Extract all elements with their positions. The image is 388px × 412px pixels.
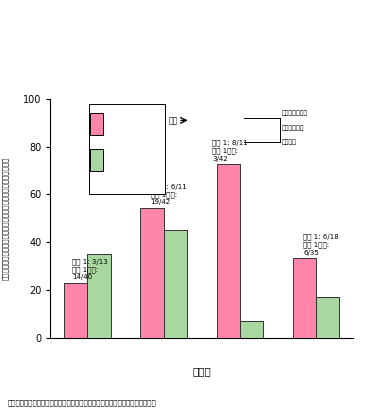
Bar xyxy=(64,283,87,338)
Bar xyxy=(293,258,316,338)
Bar xyxy=(90,113,103,135)
Text: 注）: 注） xyxy=(168,116,177,125)
Bar xyxy=(217,164,240,338)
Text: 底質条件区間に集中した記録回数の観測回数に対する割合（％）: 底質条件区間に集中した記録回数の観測回数に対する割合（％） xyxy=(2,157,9,280)
Text: （2，3，4一括）: （2，3，4一括） xyxy=(106,170,145,176)
Bar xyxy=(90,149,103,171)
Text: 集中した回数: 集中した回数 xyxy=(282,125,305,131)
Text: 注）流れの違いなどによる影響を受けたため、領域１と領域１以外を区別した: 注）流れの違いなどによる影響を受けたため、領域１と領域１以外を区別した xyxy=(8,399,156,406)
Text: ＜流速 平均 6.8cm/s＞: ＜流速 平均 6.8cm/s＞ xyxy=(106,134,164,140)
Text: 領域 1: 3/13
領域 1以外:
14/40: 領域 1: 3/13 領域 1以外: 14/40 xyxy=(72,258,108,280)
Text: 領域 1: 8/11
領域 1以外:
3/42: 領域 1: 8/11 領域 1以外: 3/42 xyxy=(212,140,248,162)
Text: ＜流速 平均 8.7cm/s＞: ＜流速 平均 8.7cm/s＞ xyxy=(106,184,164,191)
Text: 領域 1: 6/11
領域 1以外:
19/42: 領域 1: 6/11 領域 1以外: 19/42 xyxy=(151,183,186,205)
Text: 実験区: 実験区 xyxy=(192,366,211,376)
Bar xyxy=(88,104,165,194)
Bar xyxy=(316,297,340,338)
Bar xyxy=(87,254,111,338)
Text: 領域 1以外: 領域 1以外 xyxy=(106,154,134,163)
Text: 観測回数: 観測回数 xyxy=(282,139,297,145)
Bar xyxy=(240,321,263,338)
Text: 領域 1: 6/18
領域 1以外:
6/35: 領域 1: 6/18 領域 1以外: 6/35 xyxy=(303,234,339,256)
Text: 底質条件区間に: 底質条件区間に xyxy=(282,110,308,116)
Text: 領域 1: 領域 1 xyxy=(106,118,124,127)
Bar xyxy=(140,208,164,338)
Bar xyxy=(164,230,187,338)
